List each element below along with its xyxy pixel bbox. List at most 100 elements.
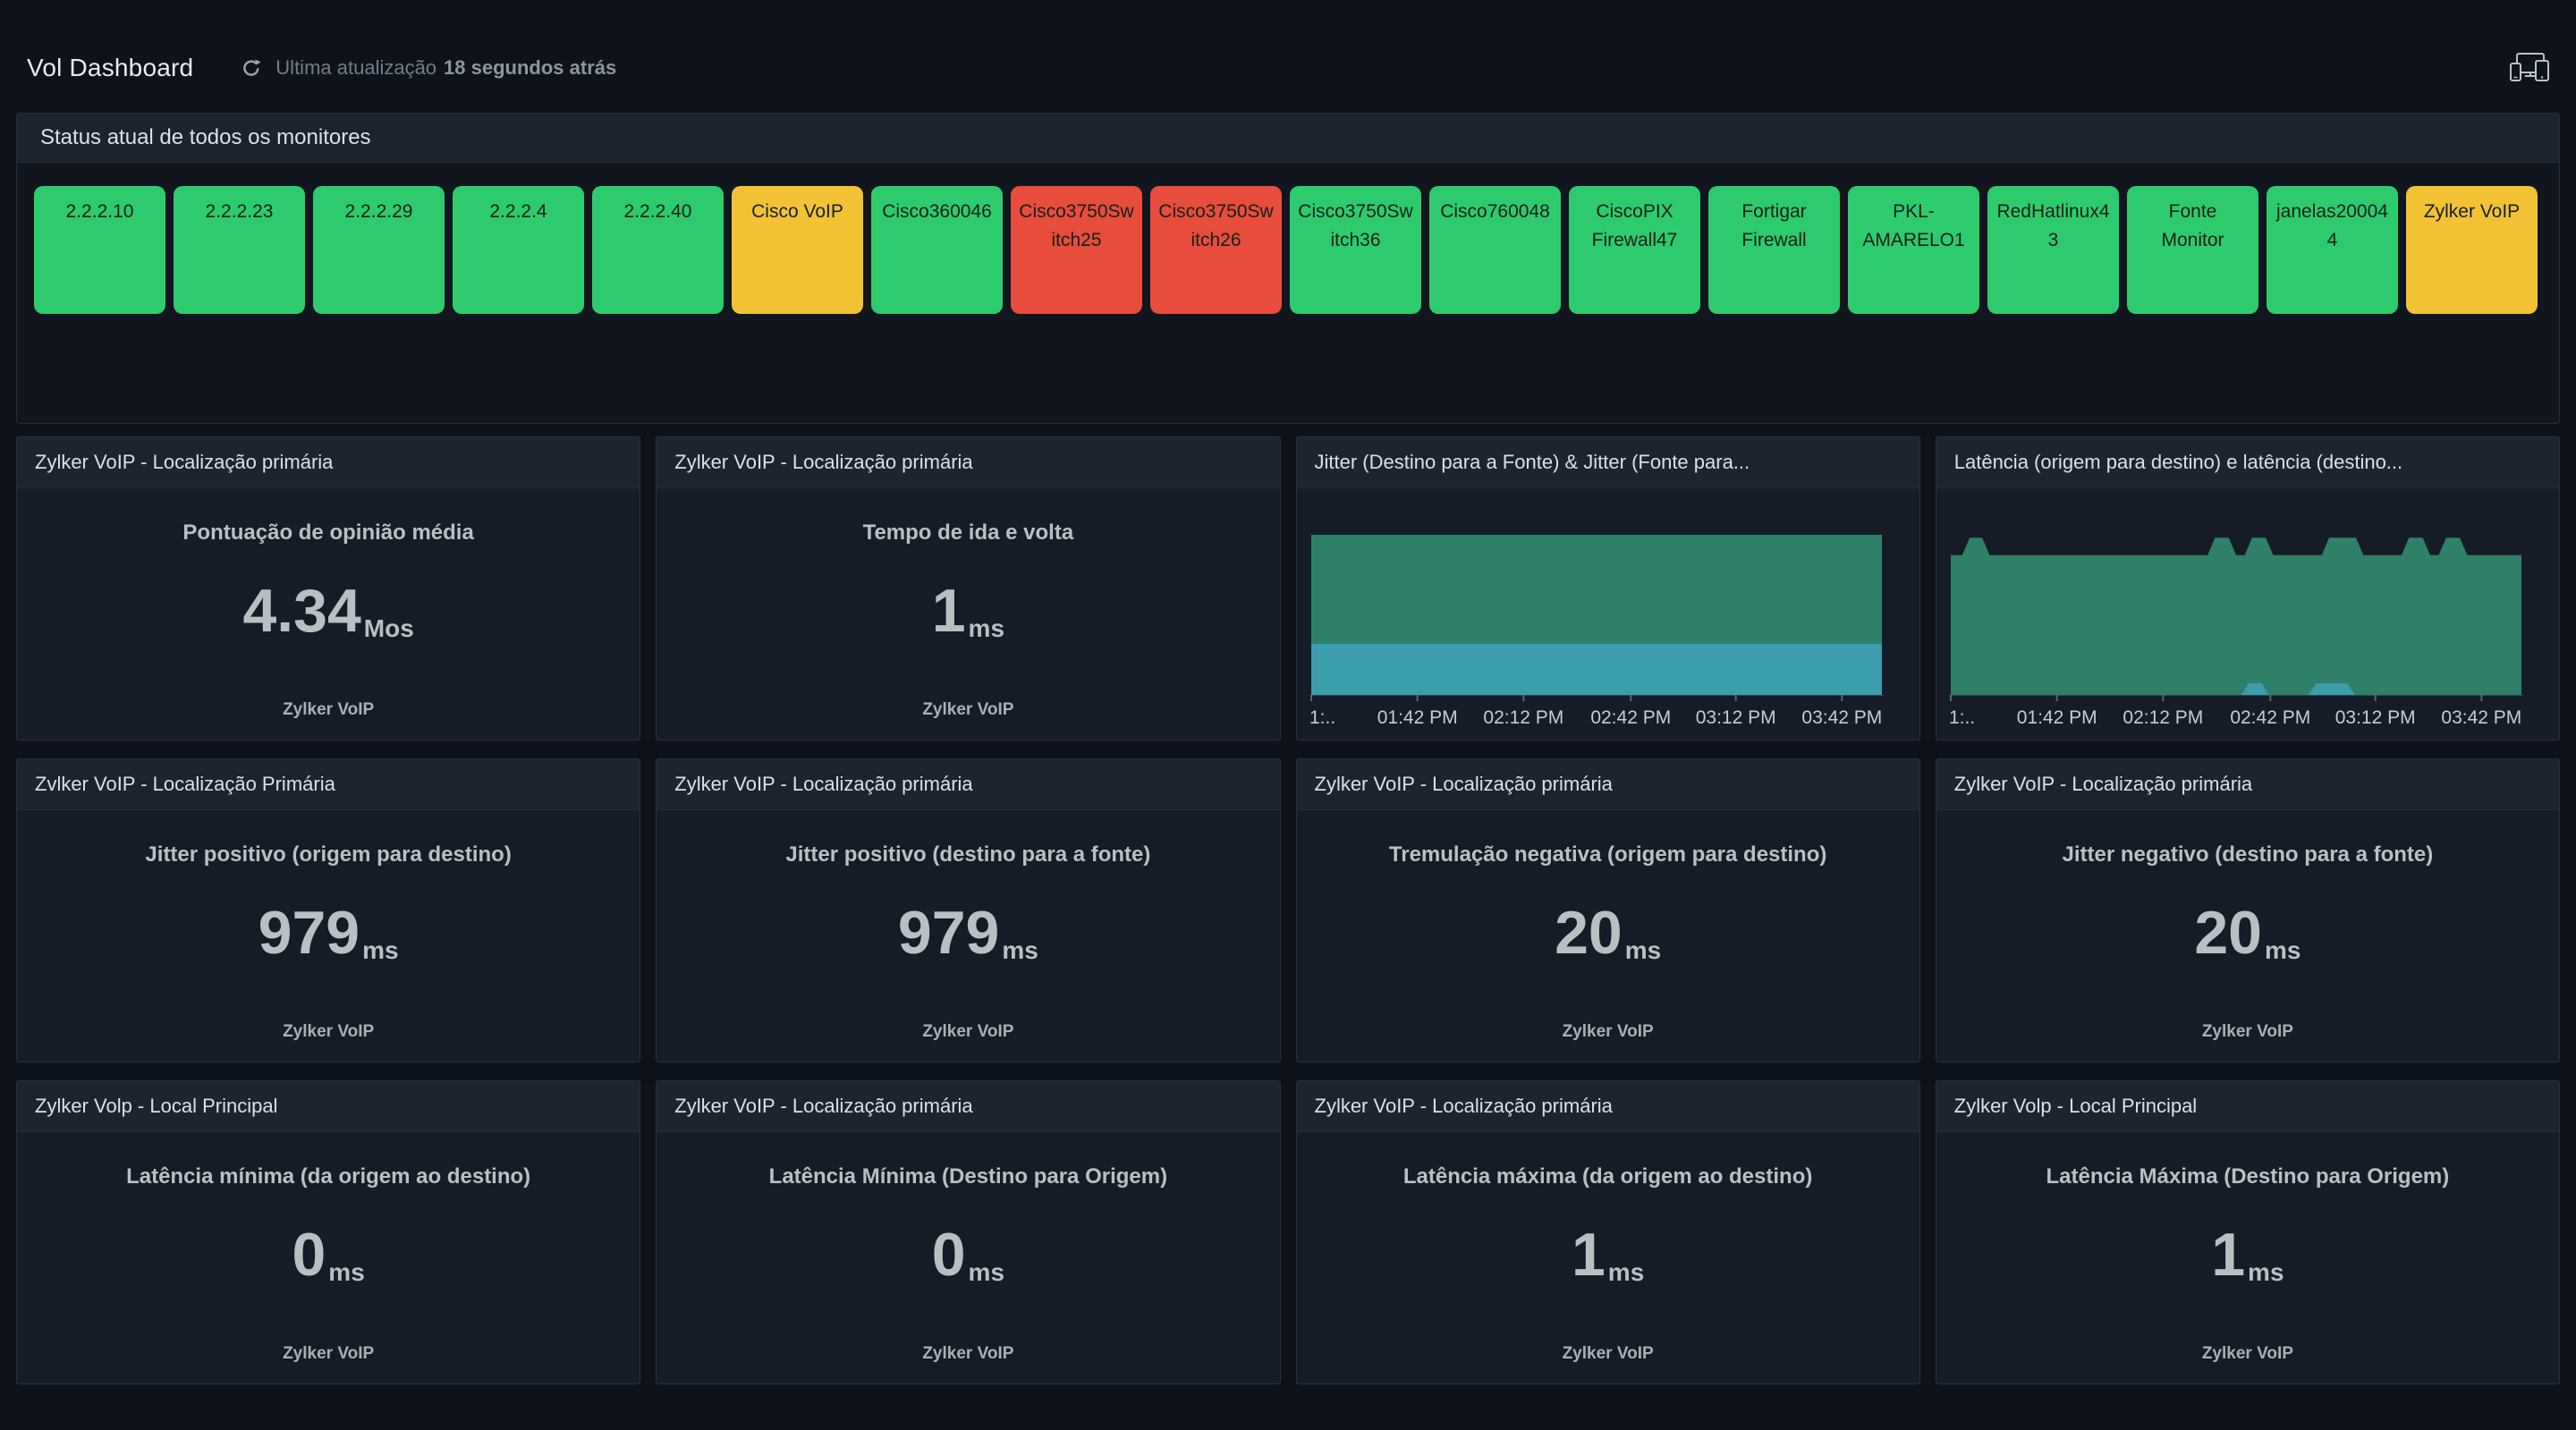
monitor-status-tile-up[interactable]: CiscoPIX Firewall47 — [1569, 186, 1700, 314]
x-tick-label: 03:42 PM — [1801, 707, 1882, 728]
card-title: Zylker Volp - Local Principal — [1936, 1081, 2559, 1132]
monitor-status-tile-up[interactable]: 2.2.2.23 — [174, 186, 305, 314]
monitor-name: Fonte Monitor — [2161, 201, 2224, 250]
devices-icon[interactable] — [2508, 51, 2549, 85]
card-title: Latência (origem para destino) e latênci… — [1936, 437, 2559, 488]
monitor-label: Zylker VoIP — [283, 1344, 375, 1363]
monitor-status-tile-up[interactable]: 2.2.2.40 — [592, 186, 724, 314]
refresh-icon[interactable] — [240, 56, 263, 80]
metric-name: Tremulação negativa (origem para destino… — [1388, 842, 1827, 867]
metric-name: Latência Mínima (Destino para Origem) — [768, 1164, 1168, 1189]
monitor-label: Zylker VoIP — [922, 1344, 1014, 1363]
metric-card: Zylker VoIP - Localização primária Tremu… — [1295, 758, 1920, 1062]
monitor-name: Cisco760048 — [1440, 201, 1550, 222]
monitor-name: Cisco3750Switch25 — [1019, 201, 1134, 250]
monitor-label: Zylker VoIP — [283, 1022, 375, 1041]
monitor-name: janelas200044 — [2276, 201, 2388, 250]
metric-card: Zylker VoIP - Localização primária Latên… — [656, 1080, 1281, 1384]
monitor-tiles: 2.2.2.10 2.2.2.23 2.2.2.29 2.2.2.4 2.2.2… — [17, 163, 2559, 314]
metric-value-row: 1 ms — [1936, 1224, 2559, 1286]
metric-value: 20 — [2194, 898, 2262, 967]
x-tick-label: 02:12 PM — [2123, 707, 2203, 728]
cards-grid: Zylker VoIP - Localização primária Pontu… — [16, 436, 2560, 1384]
card-title: Zylker VoIP - Localização primária — [17, 437, 640, 488]
metric-value-row: 20 ms — [1297, 898, 1919, 967]
metric-card: Zylker VoIP - Localização primária Jitte… — [656, 758, 1281, 1062]
monitor-name: 2.2.2.4 — [489, 201, 547, 222]
monitor-label: Zylker VoIP — [2201, 1344, 2293, 1363]
card-title: Zylker VoIP - Localização primária — [1296, 759, 1919, 810]
x-tick-label: 02:42 PM — [2230, 707, 2310, 728]
monitor-label: Zylker VoIP — [1562, 1022, 1654, 1041]
status-panel: Status atual de todos os monitores 2.2.2… — [16, 113, 2560, 424]
monitor-status-tile-up[interactable]: janelas200044 — [2267, 186, 2398, 314]
metric-name: Latência Máxima (Destino para Origem) — [2046, 1164, 2450, 1189]
card-title: Zylker Volp - Local Principal — [17, 1081, 640, 1132]
chart-card: Latência (origem para destino) e latênci… — [1935, 436, 2560, 740]
metric-card: Zylker VoIP - Localização primária Pontu… — [16, 436, 641, 740]
metric-value-row: 4.34 Mos — [17, 576, 640, 645]
x-tick-label: 01:42 PM — [2016, 707, 2097, 728]
metric-value-row: 0 ms — [17, 1224, 640, 1286]
metric-name: Tempo de ida e volta — [862, 520, 1074, 545]
monitor-label: Zylker VoIP — [922, 700, 1014, 719]
metric-card: Zvlker VoIP - Localização Primária Jitte… — [16, 758, 641, 1062]
monitor-name: 2.2.2.23 — [205, 201, 274, 222]
monitor-status-tile-up[interactable]: Fonte Monitor — [2127, 186, 2258, 314]
metric-value-row: 979 ms — [17, 898, 640, 967]
monitor-name: Cisco3750Switch36 — [1298, 201, 1413, 250]
metric-value-row: 1 ms — [657, 580, 1279, 642]
metric-card: Zylker Volp - Local Principal Latência M… — [1935, 1080, 2560, 1384]
metric-unit: ms — [328, 1257, 365, 1286]
app-header: Vol Dashboard Ultima atualização 18 segun… — [0, 0, 2576, 113]
metric-value-row: 20 ms — [1936, 898, 2559, 967]
monitor-status-tile-trouble[interactable]: Cisco VoIP — [732, 186, 863, 314]
metric-unit: ms — [2264, 935, 2301, 964]
metric-value-row: 0 ms — [657, 1224, 1279, 1286]
last-update-ago: 18 segundos atrás — [444, 56, 617, 79]
metric-card: Zylker VoIP - Localização primária Tempo… — [656, 436, 1281, 740]
status-panel-title: Status atual de todos os monitores — [17, 114, 2559, 163]
monitor-status-tile-up[interactable]: 2.2.2.29 — [313, 186, 445, 314]
monitor-name: Zylker VoIP — [2423, 201, 2521, 222]
monitor-name: 2.2.2.10 — [65, 201, 134, 222]
refresh-group: Ultima atualização 18 segundos atrás — [240, 56, 616, 80]
monitor-status-tile-up[interactable]: Cisco760048 — [1429, 186, 1561, 314]
card-title: Zylker VoIP - Localização primária — [657, 759, 1280, 810]
monitor-name: PKL-AMARELO1 — [1862, 201, 1965, 250]
metric-name: Pontuação de opinião média — [182, 520, 474, 545]
monitor-label: Zylker VoIP — [283, 700, 375, 719]
monitor-status-tile-up[interactable]: PKL-AMARELO1 — [1848, 186, 1979, 314]
x-tick-label: 03:12 PM — [2334, 707, 2415, 728]
monitor-status-tile-up[interactable]: 2.2.2.10 — [34, 186, 165, 314]
x-tick-label: 03:12 PM — [1695, 707, 1775, 728]
monitor-status-tile-down[interactable]: Cisco3750Switch25 — [1011, 186, 1142, 314]
monitor-status-tile-up[interactable]: Cisco3750Switch36 — [1290, 186, 1421, 314]
last-update-text: Ultima atualização 18 segundos atrás — [275, 56, 616, 80]
metric-unit: ms — [968, 1257, 1005, 1286]
metric-value: 20 — [1555, 898, 1623, 967]
x-tick-label: 02:42 PM — [1590, 707, 1671, 728]
area-chart: 1:.. 01:42 PM 02:12 PM 02:42 PM 03:12 PM 03:4… — [1948, 537, 2523, 728]
monitor-status-tile-up[interactable]: 2.2.2.4 — [453, 186, 584, 314]
x-tick-label: 02:12 PM — [1483, 707, 1563, 728]
x-tick-label: 1:.. — [1309, 707, 1335, 728]
metric-unit: ms — [968, 613, 1005, 642]
monitor-status-tile-down[interactable]: Cisco3750Switch26 — [1150, 186, 1282, 314]
monitor-status-tile-up[interactable]: Fortigar Firewall — [1708, 186, 1840, 314]
monitor-status-tile-up[interactable]: RedHatlinux43 — [1987, 186, 2119, 314]
card-title: Zylker VoIP - Localização primária — [657, 437, 1280, 488]
monitor-name: 2.2.2.40 — [623, 201, 692, 222]
metric-card: Zylker VoIP - Localização primária Jitte… — [1935, 758, 2560, 1062]
monitor-label: Zylker VoIP — [1562, 1344, 1654, 1363]
metric-value: 979 — [258, 898, 360, 967]
monitor-status-tile-trouble[interactable]: Zylker VoIP — [2406, 186, 2538, 314]
metric-card: Zylker VoIP - Localização primária Latên… — [1295, 1080, 1920, 1384]
metric-value: 4.34 — [242, 576, 361, 645]
monitor-status-tile-up[interactable]: Cisco360046 — [871, 186, 1003, 314]
metric-unit: ms — [1607, 1257, 1645, 1286]
area-chart: 1:.. 01:42 PM 02:12 PM 02:42 PM 03:12 PM 03:4… — [1309, 535, 1884, 728]
area-series — [1950, 537, 2521, 695]
metric-name: Jitter positivo (destino para a fonte) — [785, 842, 1151, 867]
monitor-name: RedHatlinux43 — [1996, 201, 2110, 250]
